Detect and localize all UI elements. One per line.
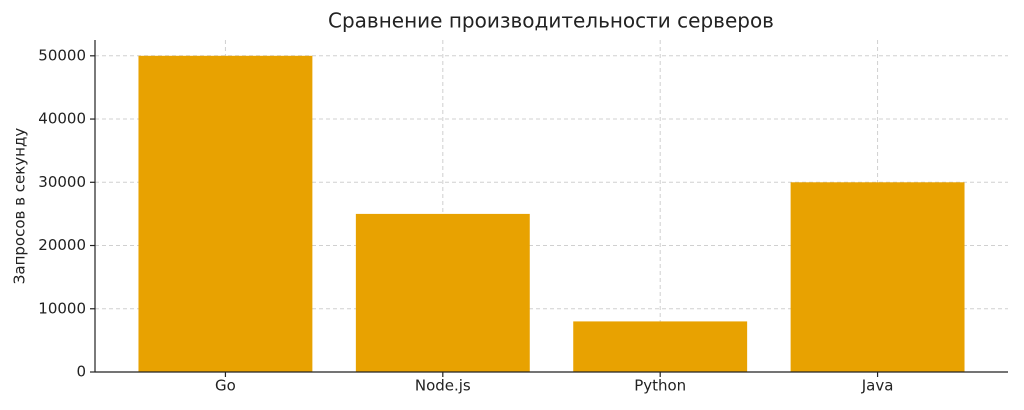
y-tick-label: 10000	[38, 299, 86, 317]
bar	[790, 182, 965, 372]
bar	[138, 55, 313, 373]
x-tick-label: Python	[634, 377, 686, 395]
y-tick-label: 50000	[38, 46, 86, 64]
y-tick-label: 20000	[38, 236, 86, 254]
bar	[355, 213, 530, 372]
bar	[573, 321, 748, 372]
x-tick-label: Go	[215, 377, 236, 395]
chart-title: Сравнение производительности серверов	[328, 9, 774, 33]
y-tick-label: 0	[76, 363, 86, 381]
y-tick-label: 40000	[38, 110, 86, 128]
y-axis-label: Запросов в секунду	[11, 128, 29, 285]
x-tick-label: Java	[861, 377, 894, 395]
y-tick-label: 30000	[38, 173, 86, 191]
x-tick-label: Node.js	[415, 377, 471, 395]
